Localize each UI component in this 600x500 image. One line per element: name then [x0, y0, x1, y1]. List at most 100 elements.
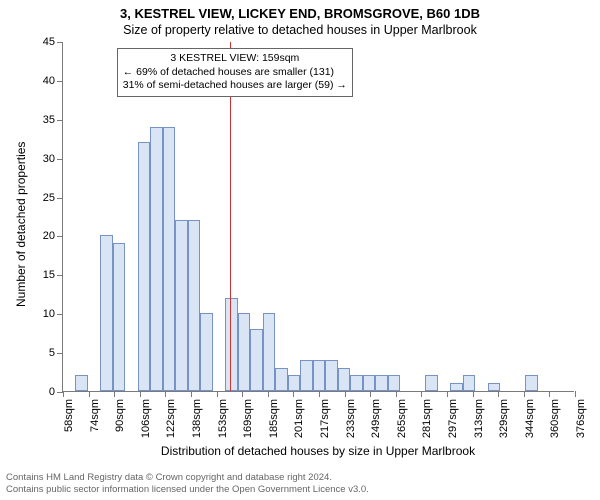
histogram-bar: [200, 313, 212, 391]
xtick-label: 58sqm: [63, 399, 75, 432]
xtick-label: 169sqm: [242, 399, 254, 438]
histogram-bar: [463, 375, 475, 391]
histogram-bar: [263, 313, 275, 391]
histogram-bar: [425, 375, 437, 391]
xtick-mark: [242, 391, 243, 397]
xtick-mark: [89, 391, 90, 397]
xtick-label: 201sqm: [293, 399, 305, 438]
ytick-mark: [57, 275, 63, 276]
xtick-mark: [165, 391, 166, 397]
histogram-bar: [113, 243, 125, 391]
chart-subtitle: Size of property relative to detached ho…: [0, 21, 600, 37]
chart-title-address: 3, KESTREL VIEW, LICKEY END, BROMSGROVE,…: [0, 0, 600, 21]
ytick-label: 40: [43, 75, 55, 87]
histogram-bar: [350, 375, 362, 391]
ytick-label: 25: [43, 192, 55, 204]
histogram-bar: [325, 360, 337, 391]
plot-area: 05101520253035404558sqm74sqm90sqm106sqm1…: [62, 42, 574, 392]
histogram-bar: [138, 142, 150, 391]
histogram-bar: [338, 368, 350, 391]
annotation-line: ← 69% of detached houses are smaller (13…: [123, 66, 347, 80]
xtick-label: 376sqm: [575, 399, 587, 438]
ytick-label: 30: [43, 153, 55, 165]
ytick-label: 10: [43, 308, 55, 320]
xtick-mark: [421, 391, 422, 397]
xtick-label: 122sqm: [165, 399, 177, 438]
xtick-label: 329sqm: [498, 399, 510, 438]
histogram-bar: [488, 383, 500, 391]
caption: Contains HM Land Registry data © Crown c…: [6, 472, 594, 496]
x-axis-label: Distribution of detached houses by size …: [62, 444, 574, 458]
xtick-mark: [549, 391, 550, 397]
ytick-label: 20: [43, 230, 55, 242]
ytick-mark: [57, 120, 63, 121]
histogram-bar: [150, 127, 162, 391]
caption-line-2: Contains public sector information licen…: [6, 484, 369, 495]
xtick-mark: [396, 391, 397, 397]
xtick-label: 74sqm: [89, 399, 101, 432]
ytick-mark: [57, 198, 63, 199]
xtick-mark: [473, 391, 474, 397]
histogram-bar: [313, 360, 325, 391]
histogram-bar: [450, 383, 462, 391]
ytick-mark: [57, 42, 63, 43]
ytick-mark: [57, 353, 63, 354]
xtick-mark: [63, 391, 64, 397]
ytick-mark: [57, 81, 63, 82]
xtick-label: 90sqm: [114, 399, 126, 432]
ytick-mark: [57, 159, 63, 160]
ytick-label: 0: [49, 386, 55, 398]
xtick-label: 249sqm: [370, 399, 382, 438]
xtick-label: 344sqm: [524, 399, 536, 438]
xtick-mark: [319, 391, 320, 397]
xtick-label: 233sqm: [345, 399, 357, 438]
xtick-mark: [293, 391, 294, 397]
annotation-line: 3 KESTREL VIEW: 159sqm: [123, 52, 347, 66]
xtick-mark: [524, 391, 525, 397]
histogram-bar: [188, 220, 200, 391]
xtick-mark: [575, 391, 576, 397]
xtick-mark: [114, 391, 115, 397]
xtick-mark: [140, 391, 141, 397]
xtick-mark: [268, 391, 269, 397]
xtick-label: 138sqm: [191, 399, 203, 438]
xtick-label: 265sqm: [396, 399, 408, 438]
xtick-mark: [370, 391, 371, 397]
ytick-label: 5: [49, 347, 55, 359]
ytick-label: 45: [43, 36, 55, 48]
xtick-label: 217sqm: [319, 399, 331, 438]
annotation-line: 31% of semi-detached houses are larger (…: [123, 79, 347, 93]
histogram-bar: [100, 235, 112, 391]
xtick-label: 185sqm: [268, 399, 280, 438]
xtick-label: 281sqm: [421, 399, 433, 438]
xtick-label: 313sqm: [473, 399, 485, 438]
histogram-bar: [363, 375, 375, 391]
histogram-bar: [250, 329, 262, 391]
histogram-bar: [175, 220, 187, 391]
xtick-label: 297sqm: [447, 399, 459, 438]
xtick-mark: [191, 391, 192, 397]
y-axis-label: Number of detached properties: [14, 142, 28, 307]
histogram-bar: [75, 375, 87, 391]
chart-container: 3, KESTREL VIEW, LICKEY END, BROMSGROVE,…: [0, 0, 600, 500]
histogram-bar: [288, 375, 300, 391]
histogram-bar: [375, 375, 387, 391]
ytick-label: 15: [43, 269, 55, 281]
caption-line-1: Contains HM Land Registry data © Crown c…: [6, 472, 332, 483]
histogram-bar: [238, 313, 250, 391]
xtick-mark: [217, 391, 218, 397]
ytick-label: 35: [43, 114, 55, 126]
histogram-bar: [163, 127, 175, 391]
histogram-bar: [300, 360, 312, 391]
histogram-bar: [275, 368, 287, 391]
histogram-bar: [225, 298, 237, 391]
histogram-bar: [388, 375, 400, 391]
histogram-bar: [525, 375, 537, 391]
ytick-mark: [57, 236, 63, 237]
xtick-mark: [447, 391, 448, 397]
xtick-label: 153sqm: [217, 399, 229, 438]
annotation-box: 3 KESTREL VIEW: 159sqm← 69% of detached …: [117, 48, 353, 97]
xtick-mark: [498, 391, 499, 397]
xtick-label: 106sqm: [140, 399, 152, 438]
xtick-mark: [345, 391, 346, 397]
